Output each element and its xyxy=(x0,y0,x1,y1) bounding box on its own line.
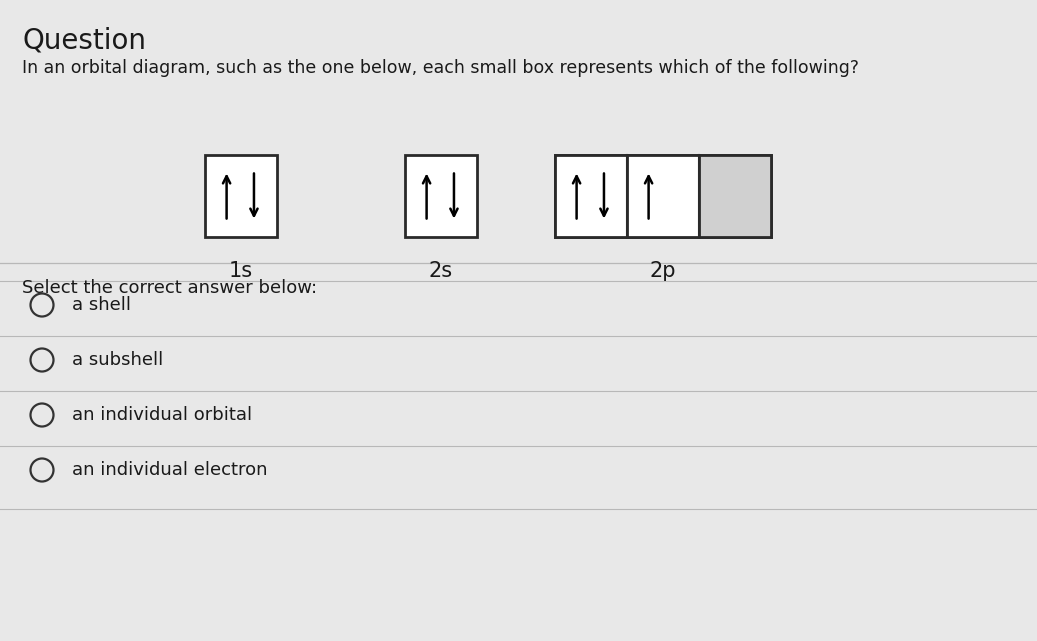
Bar xyxy=(205,155,277,237)
Text: 1s: 1s xyxy=(229,261,253,281)
Bar xyxy=(405,155,477,237)
Circle shape xyxy=(30,294,54,317)
Text: a shell: a shell xyxy=(72,296,131,314)
Bar xyxy=(699,155,770,237)
Text: an individual electron: an individual electron xyxy=(72,461,268,479)
Circle shape xyxy=(30,349,54,372)
Text: an individual orbital: an individual orbital xyxy=(72,406,252,424)
Bar xyxy=(555,155,770,237)
Text: Select the correct answer below:: Select the correct answer below: xyxy=(22,279,317,297)
Circle shape xyxy=(30,403,54,426)
Bar xyxy=(555,155,627,237)
Circle shape xyxy=(30,458,54,481)
Text: 2p: 2p xyxy=(650,261,676,281)
Text: a subshell: a subshell xyxy=(72,351,163,369)
Text: Question: Question xyxy=(22,26,146,54)
Text: In an orbital diagram, such as the one below, each small box represents which of: In an orbital diagram, such as the one b… xyxy=(22,59,859,77)
Text: 2s: 2s xyxy=(429,261,453,281)
Bar xyxy=(627,155,699,237)
